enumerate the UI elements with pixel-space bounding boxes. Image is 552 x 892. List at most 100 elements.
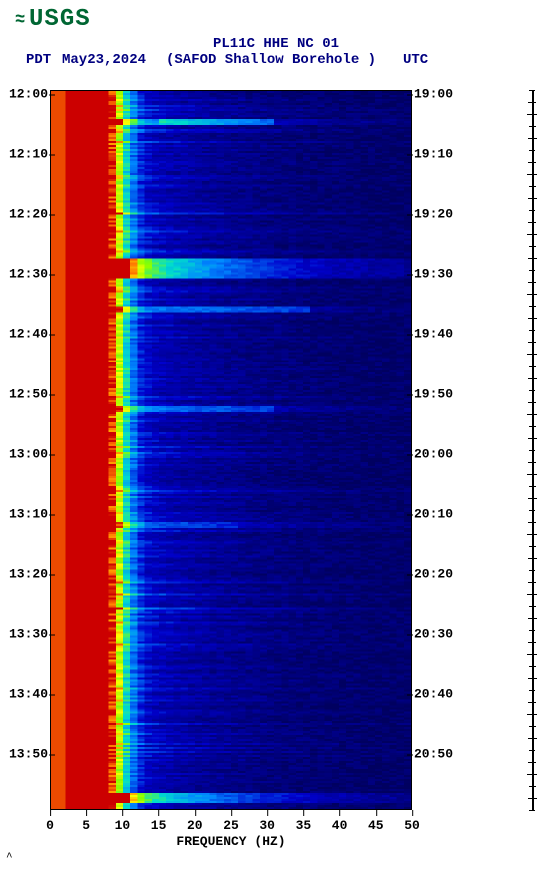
spectrogram bbox=[50, 90, 412, 810]
amp-tick bbox=[528, 342, 536, 343]
amp-tick bbox=[529, 306, 536, 307]
y-tick-right: 19:40 bbox=[414, 328, 460, 341]
y-tick-left: 13:30 bbox=[0, 628, 48, 641]
amp-tick bbox=[528, 558, 537, 559]
spectrogram-canvas bbox=[51, 91, 411, 809]
amp-tick bbox=[529, 570, 535, 571]
x-tick: 30 bbox=[259, 818, 275, 833]
amp-tick bbox=[529, 426, 536, 427]
amp-tick bbox=[529, 606, 536, 607]
amp-tick bbox=[529, 210, 535, 211]
amp-tick bbox=[528, 162, 536, 163]
y-tick-right: 20:40 bbox=[414, 688, 460, 701]
station-id: PL11C HHE NC 01 bbox=[0, 36, 552, 52]
date: May23,2024 bbox=[62, 52, 146, 68]
amp-tick bbox=[527, 474, 537, 475]
amp-tick bbox=[529, 366, 536, 367]
tz-left: PDT bbox=[26, 52, 51, 68]
wave-icon: ≈ bbox=[15, 9, 26, 32]
amp-tick bbox=[528, 498, 537, 499]
x-tick: 5 bbox=[82, 818, 90, 833]
y-tick-left: 13:20 bbox=[0, 568, 48, 581]
y-tick-left: 12:10 bbox=[0, 148, 48, 161]
y-tick-left: 12:40 bbox=[0, 328, 48, 341]
amp-tick bbox=[527, 414, 537, 415]
amp-tick bbox=[529, 186, 536, 187]
y-tick-right: 20:10 bbox=[414, 508, 460, 521]
amp-tick bbox=[528, 582, 536, 583]
logo-text: USGS bbox=[29, 6, 91, 33]
amp-tick bbox=[528, 762, 536, 763]
amplitude-axis bbox=[504, 90, 540, 810]
amp-tick bbox=[529, 786, 536, 787]
x-axis: FREQUENCY (HZ) 05101520253035404550 bbox=[50, 810, 412, 844]
y-tick-right: 19:30 bbox=[414, 268, 460, 281]
amp-tick bbox=[527, 234, 537, 235]
amp-tick bbox=[528, 738, 537, 739]
y-tick-right: 20:00 bbox=[414, 448, 460, 461]
x-tick: 20 bbox=[187, 818, 203, 833]
y-tick-left: 12:50 bbox=[0, 388, 48, 401]
y-tick-right: 19:50 bbox=[414, 388, 460, 401]
amp-tick bbox=[527, 714, 537, 715]
x-tick: 50 bbox=[404, 818, 420, 833]
amp-tick bbox=[527, 654, 537, 655]
amp-tick bbox=[529, 90, 535, 91]
amp-tick bbox=[529, 246, 536, 247]
amp-tick bbox=[528, 402, 536, 403]
amp-tick bbox=[528, 438, 537, 439]
footnote: ^ bbox=[6, 852, 13, 864]
amp-tick bbox=[529, 330, 535, 331]
amp-tick bbox=[529, 630, 535, 631]
amp-tick bbox=[529, 270, 535, 271]
y-tick-right: 19:10 bbox=[414, 148, 460, 161]
amp-tick bbox=[528, 798, 537, 799]
amp-tick bbox=[528, 222, 536, 223]
amp-tick bbox=[527, 534, 537, 535]
y-tick-left: 13:40 bbox=[0, 688, 48, 701]
amp-tick bbox=[529, 750, 535, 751]
amp-tick bbox=[529, 810, 535, 811]
x-tick: 40 bbox=[332, 818, 348, 833]
y-axis-right: 19:0019:1019:2019:3019:4019:5020:0020:10… bbox=[414, 90, 460, 810]
amp-tick bbox=[528, 462, 536, 463]
x-tick: 35 bbox=[296, 818, 312, 833]
amp-tick bbox=[528, 522, 536, 523]
amp-tick bbox=[529, 486, 536, 487]
amp-tick bbox=[527, 174, 537, 175]
x-tick: 10 bbox=[115, 818, 131, 833]
amp-tick bbox=[528, 378, 537, 379]
amp-tick bbox=[527, 354, 537, 355]
amp-tick bbox=[528, 642, 536, 643]
amp-tick bbox=[527, 594, 537, 595]
amp-tick bbox=[529, 450, 535, 451]
amp-tick bbox=[527, 774, 537, 775]
amp-tick bbox=[529, 510, 535, 511]
amp-tick bbox=[528, 702, 536, 703]
x-tick: 0 bbox=[46, 818, 54, 833]
x-tick: 15 bbox=[151, 818, 167, 833]
y-tick-right: 20:50 bbox=[414, 748, 460, 761]
amp-tick bbox=[528, 138, 537, 139]
x-tick: 25 bbox=[223, 818, 239, 833]
amp-tick bbox=[529, 546, 536, 547]
y-axis-left: 12:0012:1012:2012:3012:4012:5013:0013:10… bbox=[0, 90, 48, 810]
amp-tick bbox=[528, 282, 536, 283]
amp-tick bbox=[527, 114, 537, 115]
site: (SAFOD Shallow Borehole ) bbox=[166, 52, 376, 68]
y-tick-right: 20:20 bbox=[414, 568, 460, 581]
amp-tick bbox=[528, 318, 537, 319]
y-tick-right: 19:20 bbox=[414, 208, 460, 221]
y-tick-right: 20:30 bbox=[414, 628, 460, 641]
amp-tick bbox=[529, 390, 535, 391]
y-tick-left: 12:20 bbox=[0, 208, 48, 221]
x-tick: 45 bbox=[368, 818, 384, 833]
usgs-logo: ≈USGS bbox=[14, 6, 91, 33]
amp-tick bbox=[528, 258, 537, 259]
amp-tick bbox=[529, 726, 536, 727]
amp-tick bbox=[529, 666, 536, 667]
amp-tick bbox=[528, 102, 536, 103]
amp-tick bbox=[529, 690, 535, 691]
y-tick-left: 13:00 bbox=[0, 448, 48, 461]
amp-tick bbox=[528, 678, 537, 679]
